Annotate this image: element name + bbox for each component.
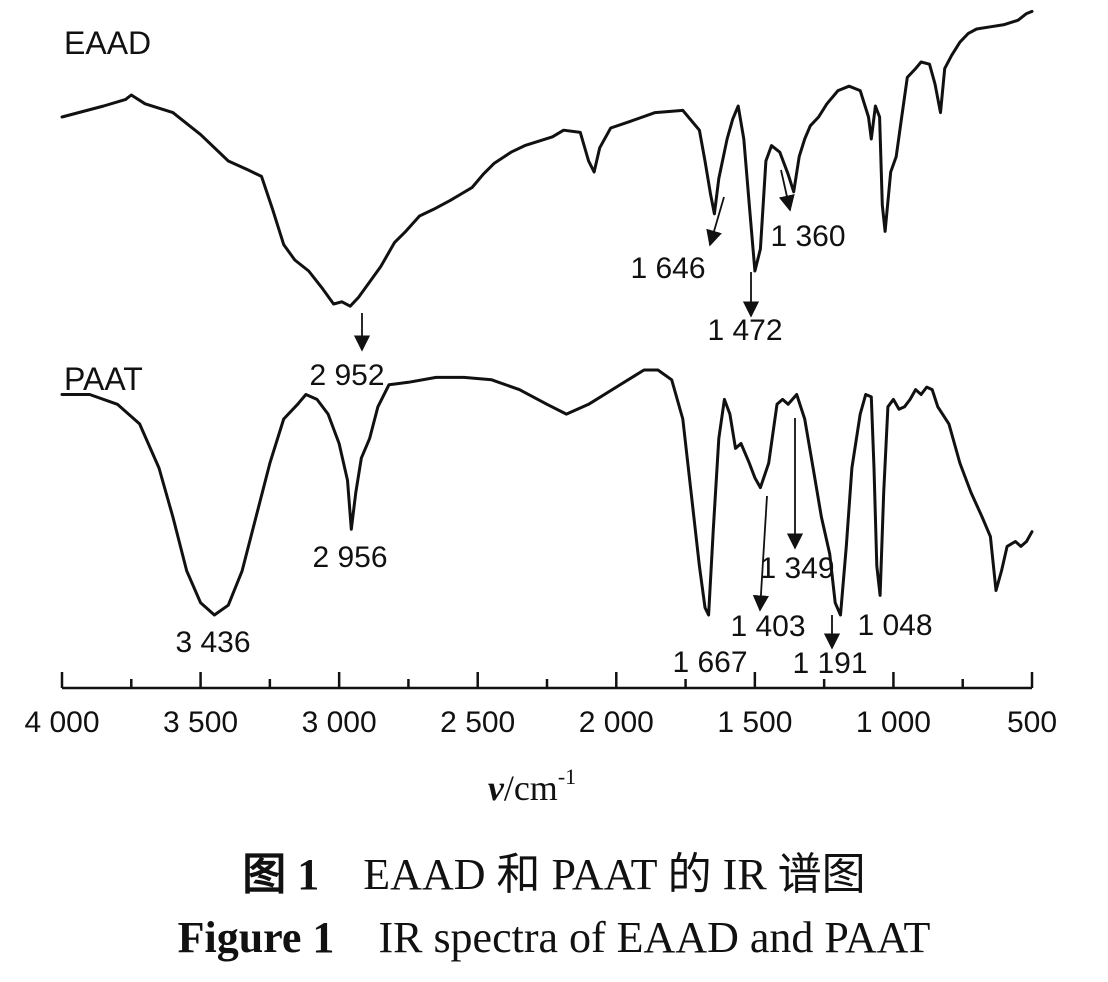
x-tick-label: 3 000 <box>302 706 377 739</box>
peak-arrow <box>706 196 725 247</box>
series-label-paat: PAAT <box>64 361 143 397</box>
caption-chinese-text: EAAD 和 PAAT 的 IR 谱图 <box>363 850 866 899</box>
caption-chinese: 图 1 EAAD 和 PAAT 的 IR 谱图 <box>0 838 1108 902</box>
peak-label: 1 472 <box>707 314 782 347</box>
x-tick-label: 2 500 <box>440 706 515 739</box>
spectrum-line-paat <box>60 368 1034 617</box>
peak-label: 1 646 <box>630 252 705 285</box>
peak-label: 2 952 <box>309 359 384 392</box>
x-tick-label: 3 500 <box>163 706 238 739</box>
peak-label: 2 956 <box>312 541 387 574</box>
spectrum-line-eaad <box>60 9 1034 308</box>
caption-english-label: Figure 1 <box>177 913 335 962</box>
caption-english-text: IR spectra of EAAD and PAAT <box>378 913 931 962</box>
x-tick-label: 2 000 <box>579 706 654 739</box>
series-label-eaad: EAAD <box>64 25 151 61</box>
x-tick-label: 1 500 <box>717 706 792 739</box>
spectra-layer: EAAD PAAT <box>60 9 1034 617</box>
peak-label: 1 360 <box>770 220 845 253</box>
x-axis-unit: /cm <box>504 768 558 808</box>
peak-label: 1 349 <box>759 552 834 585</box>
peak-label: 1 048 <box>857 609 932 642</box>
peak-label: 3 436 <box>175 626 250 659</box>
x-axis-unit-exponent: -1 <box>558 764 576 789</box>
peak-label: 1 191 <box>792 647 867 680</box>
x-tick-label: 4 000 <box>24 706 99 739</box>
x-axis: 4 000 3 500 3 000 2 500 2 000 1 500 1 000 500 <box>24 672 1057 739</box>
x-axis-symbol: ν <box>488 768 505 808</box>
caption-english: Figure 1 IR spectra of EAAD and PAAT <box>0 912 1108 963</box>
peak-label: 1 403 <box>730 610 805 643</box>
x-axis-label: ν/cm-1 <box>488 764 576 808</box>
peak-arrow <box>778 169 795 212</box>
x-tick-label: 1 000 <box>856 706 931 739</box>
caption-chinese-label: 图 1 <box>242 850 320 899</box>
x-tick-label: 500 <box>1007 706 1057 739</box>
peak-label: 1 667 <box>672 646 747 679</box>
peak-arrow <box>752 495 769 612</box>
